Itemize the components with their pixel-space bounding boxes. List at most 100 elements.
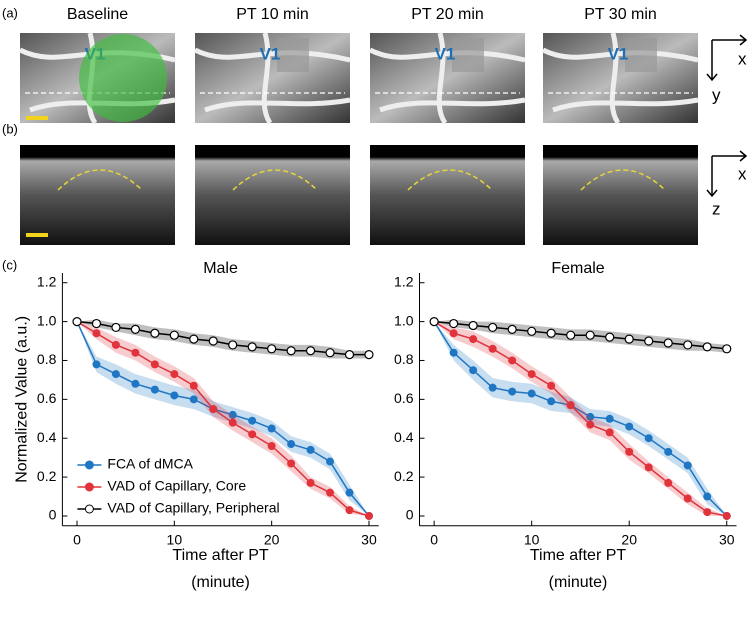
data-point	[703, 492, 712, 501]
oct-image	[195, 145, 350, 245]
x-tick-label: 30	[719, 531, 735, 547]
y-axis-label: Normalized Value (a.u.)	[14, 316, 31, 483]
data-point	[625, 422, 634, 431]
y-tick-label: 0.2	[394, 468, 414, 484]
data-point	[469, 335, 478, 344]
data-point	[228, 418, 237, 427]
data-point	[547, 397, 556, 406]
data-point	[111, 370, 120, 379]
data-point	[507, 324, 517, 334]
data-point	[170, 391, 179, 400]
data-point	[345, 506, 354, 515]
vessels	[541, 32, 699, 125]
x-tick-label: 0	[73, 531, 81, 547]
series-line	[76, 320, 370, 517]
vessels	[193, 32, 351, 125]
data-point	[287, 440, 296, 449]
y-tick-label: 0.2	[37, 468, 57, 484]
axis-label: x	[738, 49, 747, 68]
x-tick-label: 20	[621, 531, 637, 547]
data-point	[527, 389, 536, 398]
lesion-outline	[232, 169, 318, 191]
panel-label: (a)	[2, 5, 18, 20]
legend-label: VAD of Capillary, Peripheral	[107, 500, 279, 516]
image-title: Baseline	[67, 6, 128, 23]
data-point	[287, 459, 296, 468]
image-title: PT 30 min	[584, 6, 657, 23]
region-box	[625, 38, 657, 72]
data-point	[683, 494, 692, 503]
x-tick-label: 20	[264, 531, 280, 547]
data-point	[306, 445, 315, 454]
data-point	[449, 318, 459, 329]
data-point	[586, 420, 595, 429]
series-line	[433, 320, 727, 517]
oct-image	[20, 145, 175, 245]
x-tick-label: 0	[430, 531, 438, 547]
x-axis-label: Time after PT	[530, 547, 627, 564]
x-tick-label: 30	[361, 531, 377, 547]
data-point	[683, 461, 692, 470]
data-point	[305, 346, 316, 356]
legend-marker	[84, 504, 94, 514]
data-point	[150, 328, 160, 338]
data-point	[449, 329, 458, 338]
data-point	[169, 330, 179, 340]
lesion-outline	[407, 169, 493, 191]
chart-title: Female	[551, 260, 604, 277]
data-point	[624, 334, 634, 344]
error-band	[76, 319, 369, 359]
data-point	[111, 322, 121, 333]
data-point	[267, 442, 276, 451]
data-point	[644, 434, 653, 443]
data-point	[325, 348, 335, 358]
data-point	[306, 478, 315, 487]
data-point	[326, 488, 335, 497]
oct-image	[370, 145, 525, 245]
y-tick-label: 0	[406, 507, 414, 523]
lesion-outline	[57, 169, 143, 191]
chart-title: Male	[203, 260, 238, 277]
data-point	[189, 334, 199, 344]
y-tick-label: 0.4	[37, 429, 57, 445]
data-point	[683, 340, 693, 350]
data-point	[364, 350, 374, 360]
y-tick-label: 0.4	[394, 429, 414, 445]
data-point	[663, 338, 673, 348]
x-axis-label: (minute)	[191, 574, 250, 591]
data-point	[488, 344, 497, 353]
data-point	[566, 330, 576, 340]
data-point	[664, 478, 673, 487]
data-point	[247, 342, 257, 352]
image-title: PT 20 min	[411, 6, 484, 23]
data-point	[189, 381, 198, 390]
data-point	[150, 360, 159, 369]
data-point	[722, 511, 731, 520]
data-point	[468, 320, 478, 331]
vessels	[368, 32, 526, 125]
data-point	[566, 401, 575, 410]
data-point	[488, 383, 497, 392]
image-title: PT 10 min	[236, 6, 309, 23]
data-point	[209, 405, 218, 414]
data-point	[91, 318, 102, 329]
error-band	[434, 321, 727, 516]
y-tick-label: 0.6	[394, 390, 414, 406]
data-point	[703, 508, 712, 517]
data-point	[527, 326, 537, 336]
data-point	[664, 447, 673, 456]
data-point	[605, 428, 614, 437]
y-tick-label: 0.8	[37, 351, 57, 367]
lesion-area	[79, 34, 167, 122]
x-axis-label: Time after PT	[172, 547, 269, 564]
data-point	[92, 360, 101, 369]
data-point	[170, 370, 179, 379]
error-band	[434, 321, 727, 516]
data-point	[248, 416, 257, 425]
data-point	[364, 511, 373, 520]
data-point	[228, 410, 237, 419]
axis-label: y	[712, 85, 721, 104]
legend-marker	[84, 482, 94, 492]
data-point	[130, 324, 140, 334]
data-point	[131, 379, 140, 388]
